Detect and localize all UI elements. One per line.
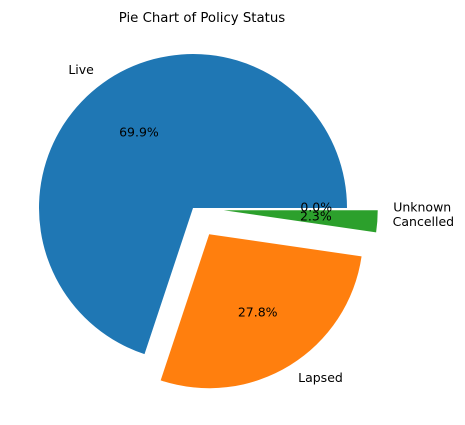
slice-lapsed — [160, 234, 362, 389]
percent-cancelled: 2.3% — [300, 208, 332, 223]
slice-live — [39, 53, 348, 355]
percent-live: 69.9% — [119, 125, 159, 140]
percent-unknown: 0.0% — [300, 200, 332, 215]
label-lapsed: Lapsed — [298, 370, 343, 385]
label-unknown: Unknown — [393, 200, 451, 215]
slice-cancelled — [223, 210, 378, 233]
pie-labels: Live 69.9% Lapsed 27.8% Cancelled 2.3% Unknown… — [68, 62, 454, 385]
label-cancelled: Cancelled — [393, 214, 454, 229]
pie-slices — [39, 53, 378, 389]
percent-lapsed: 27.8% — [238, 304, 278, 319]
label-live: Live — [68, 62, 94, 77]
chart-title: Pie Chart of Policy Status — [119, 11, 286, 26]
